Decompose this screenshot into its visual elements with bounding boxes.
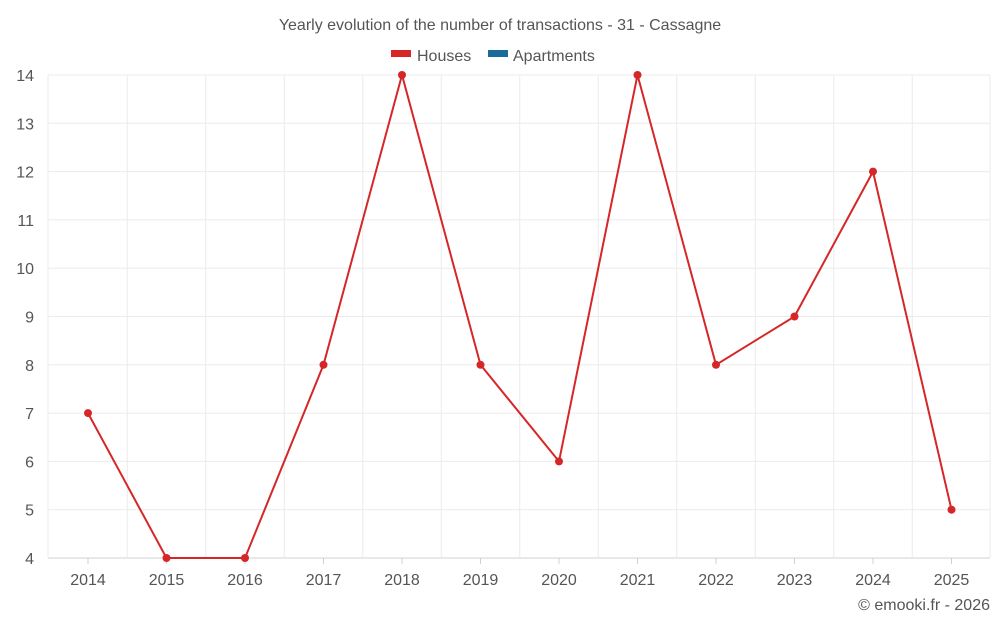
data-point-2016[interactable] — [241, 554, 249, 562]
legend-label-apartments[interactable]: Apartments — [513, 48, 595, 65]
x-tick-label: 2016 — [227, 572, 263, 589]
x-tick-label: 2025 — [934, 572, 970, 589]
data-point-2025[interactable] — [947, 505, 956, 514]
legend-swatch-apartments[interactable] — [488, 50, 508, 57]
y-tick-label: 11 — [17, 213, 34, 230]
data-point-2014[interactable] — [84, 409, 92, 418]
x-tick-label: 2019 — [463, 572, 499, 589]
x-tick-label: 2021 — [620, 572, 656, 589]
data-point-2024[interactable] — [869, 167, 877, 176]
x-axis: 2014 2015 2016 2017 2018 2019 2020 2021 2022 2023… — [70, 558, 969, 589]
y-tick-label: 14 — [16, 68, 34, 85]
y-tick-label: 4 — [25, 551, 34, 568]
y-tick-label: 10 — [16, 261, 34, 278]
y-axis: 4 5 6 7 8 9 10 11 12 13 14 — [16, 68, 34, 568]
data-point-2018[interactable] — [398, 71, 406, 79]
y-tick-label: 6 — [25, 454, 34, 471]
data-point-2021[interactable] — [633, 71, 642, 79]
data-point-2015[interactable] — [162, 554, 171, 562]
data-point-2017[interactable] — [319, 360, 328, 369]
legend: Houses Apartments — [391, 48, 595, 65]
y-tick-label: 12 — [16, 165, 34, 182]
x-tick-label: 2023 — [777, 572, 813, 589]
x-tick-label: 2018 — [384, 572, 420, 589]
x-tick-label: 2020 — [541, 572, 577, 589]
chart-title: Yearly evolution of the number of transa… — [279, 17, 721, 34]
y-tick-label: 5 — [25, 503, 34, 520]
credit-text: © emooki.fr - 2026 — [858, 597, 990, 614]
y-tick-label: 8 — [25, 358, 34, 375]
data-point-2023[interactable] — [790, 312, 799, 321]
y-tick-label: 9 — [25, 310, 34, 327]
x-tick-label: 2024 — [855, 572, 891, 589]
legend-swatch-houses[interactable] — [391, 50, 411, 57]
y-tick-label: 13 — [16, 116, 34, 133]
data-point-2022[interactable] — [712, 360, 720, 369]
series-houses — [84, 71, 956, 562]
x-tick-label: 2014 — [70, 572, 106, 589]
series-line-houses — [87, 71, 953, 559]
data-point-2020[interactable] — [555, 457, 563, 466]
y-tick-label: 7 — [25, 406, 34, 423]
x-tick-label: 2017 — [306, 572, 342, 589]
grid — [47, 74, 991, 559]
data-point-2019[interactable] — [476, 360, 485, 369]
x-tick-label: 2022 — [698, 572, 734, 589]
x-tick-label: 2015 — [149, 572, 185, 589]
legend-label-houses[interactable]: Houses — [417, 48, 471, 65]
